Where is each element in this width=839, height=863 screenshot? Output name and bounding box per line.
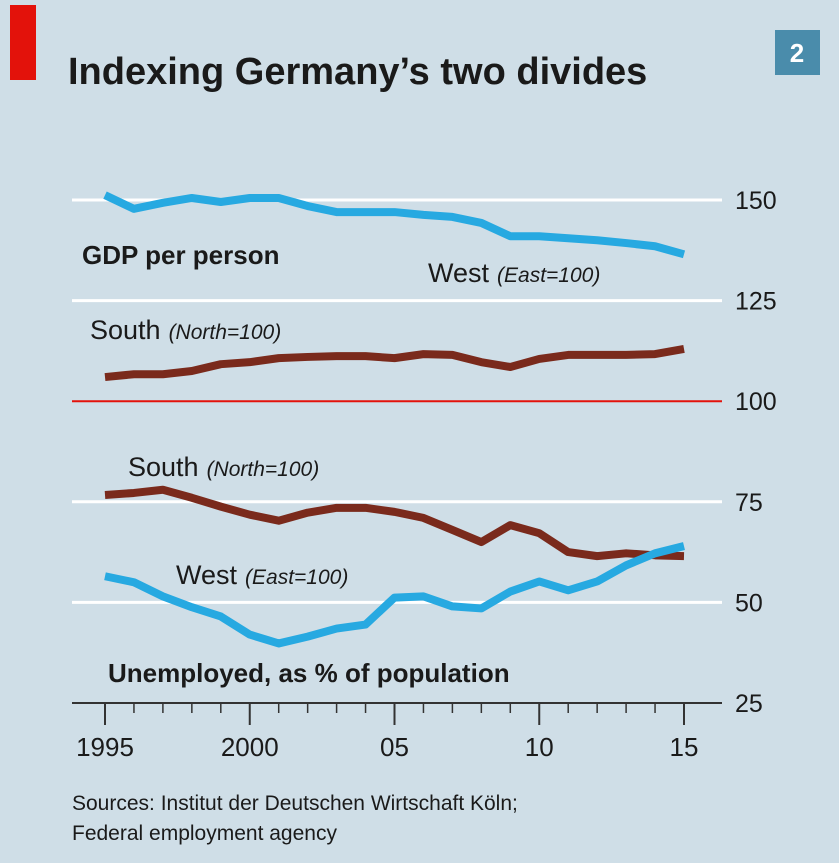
series-line bbox=[104, 344, 685, 382]
annotation: Unemployed, as % of population bbox=[108, 658, 510, 688]
red-tag bbox=[10, 5, 36, 80]
source: Sources: Institut der Deutschen Wirtscha… bbox=[72, 792, 518, 815]
legend-note: (East=100) bbox=[245, 566, 348, 589]
x-tick-label: 10 bbox=[525, 732, 554, 762]
x-tick-label: 1995 bbox=[76, 732, 134, 762]
y-tick-label: 75 bbox=[735, 489, 763, 517]
y-tick-label: 100 bbox=[735, 388, 777, 416]
series-line bbox=[103, 191, 686, 259]
annotation: GDP per person bbox=[82, 240, 279, 270]
y-tick-label: 25 bbox=[735, 690, 763, 718]
legend-note: (North=100) bbox=[207, 458, 320, 481]
legend-label: South bbox=[128, 452, 199, 482]
badge-box bbox=[775, 30, 820, 75]
y-tick-label: 50 bbox=[735, 589, 763, 617]
x-tick-label: 2000 bbox=[221, 732, 279, 762]
legend-note: (East=100) bbox=[497, 264, 600, 287]
y-tick-label: 125 bbox=[735, 288, 777, 316]
legend-label: West bbox=[428, 258, 490, 288]
legend-label: West bbox=[176, 560, 238, 590]
series-line bbox=[104, 542, 685, 648]
x-tick-label: 15 bbox=[670, 732, 699, 762]
badge: 2 bbox=[790, 38, 804, 68]
series-line bbox=[104, 485, 685, 561]
legend-note: (North=100) bbox=[169, 321, 282, 344]
source: Federal employment agency bbox=[72, 822, 337, 845]
legend-label: South bbox=[90, 315, 161, 345]
y-tick-label: 150 bbox=[735, 187, 777, 215]
chart-title: Indexing Germany’s two divides bbox=[68, 51, 647, 93]
x-tick-label: 05 bbox=[380, 732, 409, 762]
